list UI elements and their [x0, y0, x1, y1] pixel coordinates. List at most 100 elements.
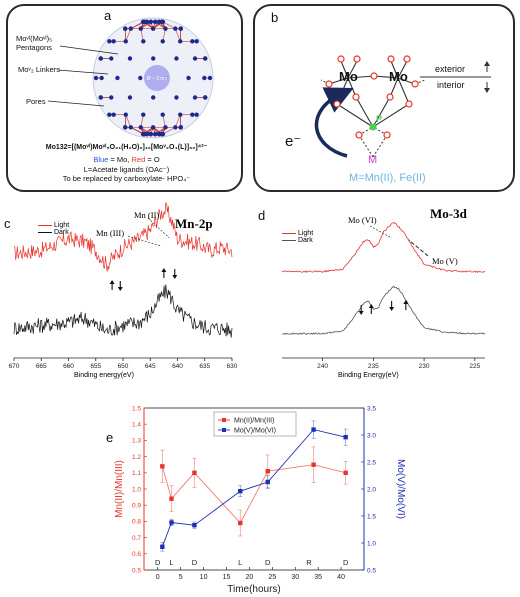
x-tick-label: 665: [36, 363, 47, 370]
y-left-tick-label: 0.5: [132, 567, 141, 574]
y-right-tick-label: 2.5: [367, 459, 376, 466]
condition-label: L: [238, 558, 242, 567]
mo-legend: Light Dark: [282, 230, 313, 244]
mo5-annotation: Mo (V): [432, 256, 458, 266]
electron-transfer-arrow: [314, 87, 354, 158]
mo-atom: [123, 112, 128, 117]
label-leader-lines: [47, 45, 119, 107]
y-right-tick-label: 1.0: [367, 540, 376, 547]
panel-b-letter: b: [271, 10, 279, 25]
data-point: [192, 470, 197, 475]
mo-atom: [107, 112, 112, 117]
condition-label: R: [306, 558, 312, 567]
legend-swatch-marker: [222, 428, 226, 432]
ligand-note: L=Acetate ligands (OAc⁻): [83, 165, 170, 174]
mo-atom: [128, 125, 133, 130]
x-tick-label: 240: [317, 363, 328, 370]
series-line-mo: [161, 429, 346, 547]
mo-p-m-structure-diagram: [314, 55, 491, 158]
x-tick-label: 0: [156, 574, 160, 581]
data-point: [169, 496, 174, 501]
x-tick-label: 650: [118, 363, 129, 370]
legend-box: [213, 411, 297, 437]
pores-leader-line: [47, 100, 105, 107]
metal-label: M: [368, 154, 378, 166]
cluster-diameter-label: Ø ~ 3 nm: [147, 76, 168, 82]
mo-atom: [115, 75, 120, 81]
mo-atom: [98, 95, 103, 100]
mo-atom: [122, 125, 128, 130]
y-left-tick-label: 1.3: [132, 438, 141, 445]
linkers-label: Moᵛ₂ Linkers: [18, 65, 61, 74]
mo-left-label: Mo: [339, 69, 358, 84]
mo-atom: [144, 131, 150, 137]
data-point: [265, 479, 270, 485]
mo-atom: [127, 56, 133, 61]
mo-atom: [151, 95, 156, 100]
mn3-annotation: Mn (III): [96, 228, 125, 238]
mo-atom: [178, 125, 183, 130]
x-tick-label: 20: [246, 574, 254, 581]
panel-a-letter: a: [104, 8, 112, 23]
mo-atom: [153, 19, 158, 25]
phosphorus-atom: [369, 123, 377, 131]
mo-3d-xps-chart: 240 235 230 225: [281, 222, 486, 370]
mn-2p-xps-chart: 670 665 660 655 650 645 640 635 630: [9, 202, 238, 370]
x-tick-label: 655: [90, 363, 101, 370]
mo-atom: [192, 95, 198, 100]
legend-dark-row: Dark: [38, 229, 69, 236]
x-tick-label: 645: [145, 363, 156, 370]
condition-label: D: [343, 558, 349, 567]
x-tick-label: 630: [227, 363, 238, 370]
mo-atom: [141, 112, 146, 117]
cluster-bond: [162, 127, 176, 135]
electron-label: e⁻: [285, 133, 302, 150]
mn3-leader: [127, 235, 162, 247]
mo-atom: [174, 95, 179, 100]
arrow-down-mn-d-head: [172, 275, 178, 279]
x-tick-label: 635: [199, 363, 210, 370]
arrow-down-mo-a-head: [358, 311, 364, 315]
panel-a: a Ø ~ 3 nm Moᵛᴵ(Moᵛᴵ)₅ Pentagons Moᵛ₂ Li…: [6, 4, 243, 192]
y-right-tick-label: 1.5: [367, 513, 376, 520]
y-left-tick-label: 1.1: [132, 470, 141, 477]
mo-atom: [144, 19, 150, 25]
ratio-vs-time-chart: 0 5 10 15 20 25 30 35 40 0.5 0.6 0.7 0.8 0.9 1.0 1.1 1.2…: [114, 405, 406, 595]
mo-atom: [178, 112, 183, 117]
exterior-arrow-head: [484, 61, 490, 66]
red-equals-o: = O: [147, 155, 160, 164]
condition-label: D: [192, 558, 198, 567]
data-point: [160, 464, 165, 469]
mo-atom: [138, 75, 143, 81]
mo-atom: [141, 39, 146, 44]
mo-atom: [160, 112, 165, 117]
arrow-up-mn-c-head: [161, 268, 167, 272]
mo-atom: [192, 56, 198, 61]
data-point: [192, 522, 197, 528]
mo-atom: [173, 26, 178, 31]
mo-atom: [190, 112, 195, 117]
mo-atom: [111, 112, 116, 117]
cluster-bond: [174, 28, 181, 42]
y-left-tick-label: 0.8: [132, 519, 141, 526]
panel-e-letter: e: [106, 430, 114, 445]
data-point: [343, 434, 348, 440]
cluster-bond: [125, 28, 132, 42]
mo-atom: [194, 39, 199, 44]
interior-arrow-head: [484, 88, 490, 93]
cluster-cavity: [144, 65, 170, 91]
data-point: [265, 468, 270, 474]
x-axis-label: Time(hours): [227, 584, 281, 595]
y-left-tick-label: 0.6: [132, 551, 141, 558]
arrow-down-mn-b-head: [117, 287, 123, 291]
mo-atom: [150, 125, 156, 130]
pentagons-label: Moᵛᴵ(Moᵛᴵ)₅ Pentagons: [16, 34, 76, 53]
mo-atom: [160, 39, 165, 44]
legend-dark-row-d: Dark: [282, 237, 313, 244]
mn-2p-title: Mn-2p: [175, 216, 213, 231]
mo-atom: [111, 39, 116, 44]
legend-dark-label-d: Dark: [297, 237, 313, 244]
panel-c-letter: c: [4, 216, 11, 231]
condition-label: D: [155, 558, 161, 567]
